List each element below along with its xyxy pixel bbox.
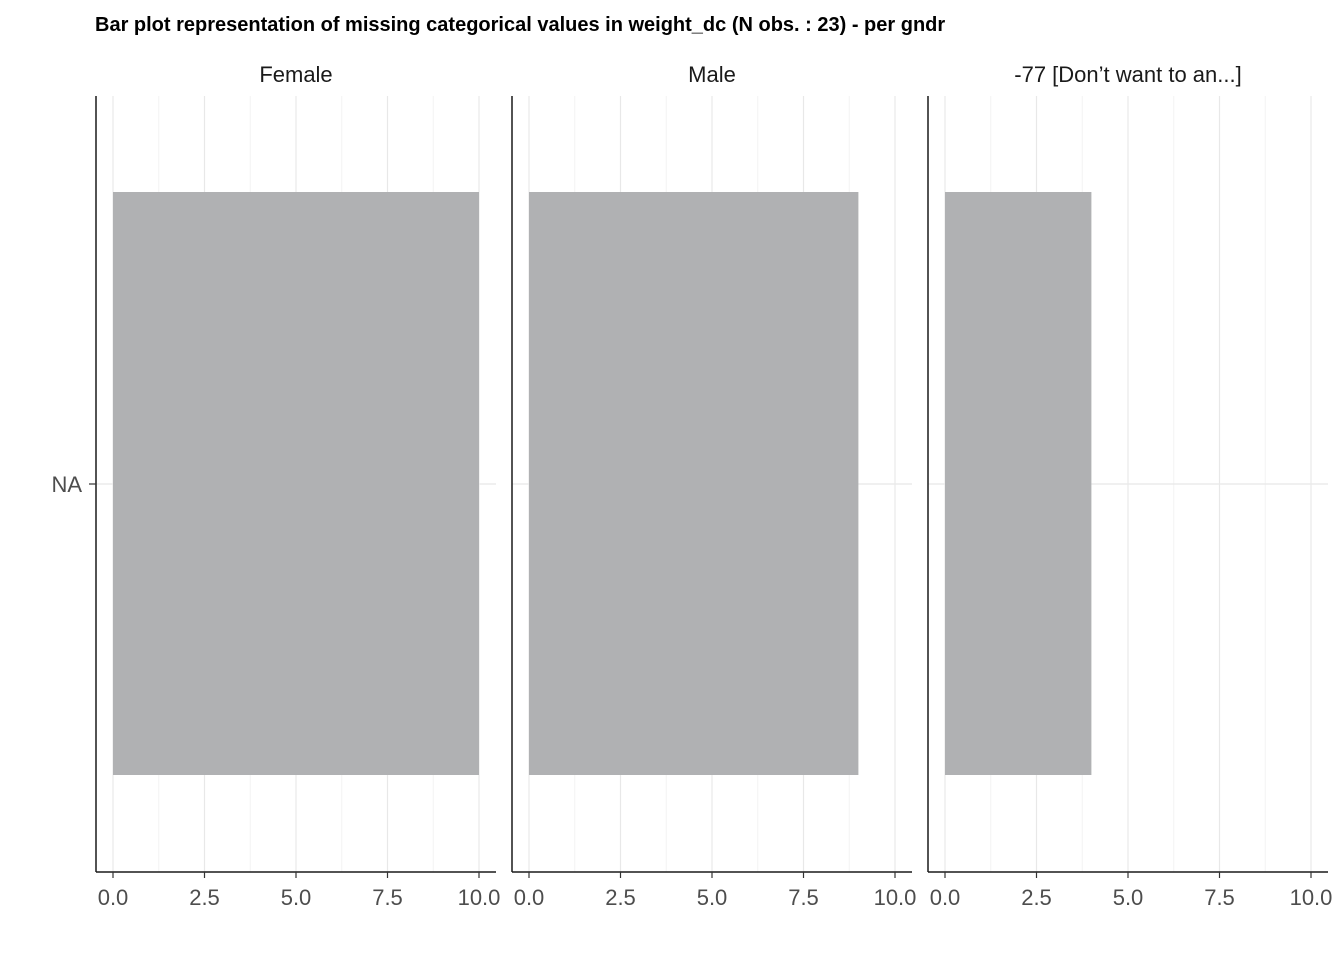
x-tick-label: 10.0 bbox=[458, 885, 501, 910]
x-tick-label: 2.5 bbox=[1021, 885, 1052, 910]
x-tick-label: 2.5 bbox=[605, 885, 636, 910]
x-tick-label: 7.5 bbox=[788, 885, 819, 910]
x-tick-label: 7.5 bbox=[372, 885, 403, 910]
x-tick-label: 2.5 bbox=[189, 885, 220, 910]
x-tick-label: 0.0 bbox=[514, 885, 545, 910]
facet-panel: -77 [Don’t want to an...] 0.0 2.5 5.0 7.5 10.… bbox=[927, 62, 1333, 910]
facet-panels: Female 0.0 2.5 5.0 7.5 10.0 NA Male 0.0 2.5 5.0 7.5… bbox=[51, 62, 1332, 910]
bar-na bbox=[113, 192, 479, 775]
facet-panel: Female 0.0 2.5 5.0 7.5 10.0 NA bbox=[51, 62, 500, 910]
x-tick-label: 10.0 bbox=[1290, 885, 1333, 910]
bar-na bbox=[945, 192, 1092, 775]
x-tick-label: 0.0 bbox=[98, 885, 129, 910]
x-tick-label: 5.0 bbox=[697, 885, 728, 910]
facet-strip-label: Male bbox=[688, 62, 736, 87]
y-tick-label: NA bbox=[51, 472, 82, 497]
x-tick-label: 5.0 bbox=[1113, 885, 1144, 910]
facet-panel: Male 0.0 2.5 5.0 7.5 10.0 bbox=[511, 62, 917, 910]
facet-strip-label: Female bbox=[259, 62, 332, 87]
x-tick-label: 5.0 bbox=[281, 885, 312, 910]
x-tick-label: 7.5 bbox=[1204, 885, 1235, 910]
x-tick-label: 10.0 bbox=[874, 885, 917, 910]
facet-strip-label: -77 [Don’t want to an...] bbox=[1014, 62, 1241, 87]
bar-na bbox=[529, 192, 859, 775]
chart-title: Bar plot representation of missing categ… bbox=[95, 14, 945, 36]
x-tick-label: 0.0 bbox=[930, 885, 961, 910]
